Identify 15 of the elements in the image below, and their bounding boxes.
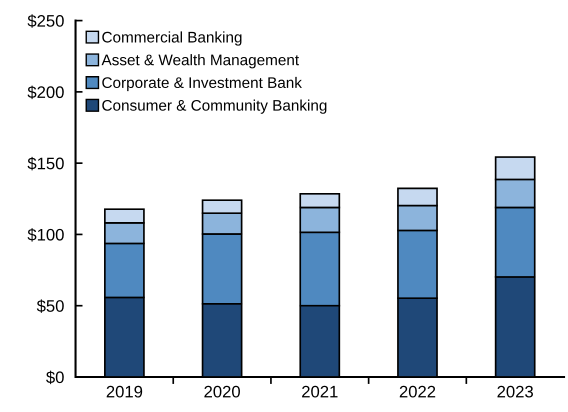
legend-label: Commercial Banking bbox=[102, 31, 242, 46]
x-tick-label: 2022 bbox=[400, 386, 436, 398]
legend-label: Asset & Wealth Management bbox=[102, 54, 299, 68]
x-tick-label: 2021 bbox=[302, 386, 338, 398]
y-tick-label: $100 bbox=[28, 228, 64, 242]
legend-label: Consumer & Community Banking bbox=[102, 100, 326, 114]
x-tick-label: 2023 bbox=[497, 386, 533, 398]
legend-label: Corporate & Investment Bank bbox=[102, 76, 302, 92]
x-tick-label: 2020 bbox=[204, 386, 240, 398]
x-tick-label: 2019 bbox=[106, 386, 142, 398]
y-tick-label: $150 bbox=[28, 156, 64, 170]
y-tick-label: $200 bbox=[28, 86, 64, 100]
y-tick-label: $0 bbox=[46, 370, 64, 384]
y-tick-label: $250 bbox=[28, 14, 64, 28]
y-tick-label: $50 bbox=[36, 299, 64, 313]
